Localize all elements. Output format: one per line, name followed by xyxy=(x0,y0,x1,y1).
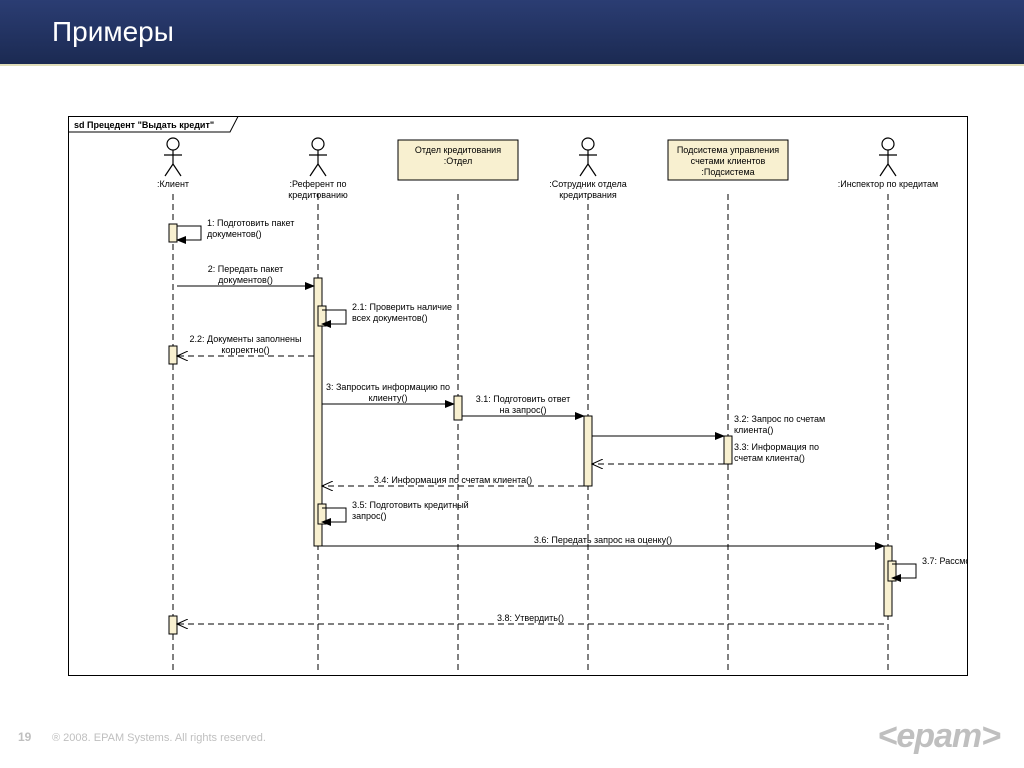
activation xyxy=(318,306,326,326)
svg-text:3.3: Информация по: 3.3: Информация по xyxy=(734,442,819,452)
svg-text:корректно(): корректно() xyxy=(221,345,269,355)
slide-title: Примеры xyxy=(52,16,174,48)
activation xyxy=(169,616,177,634)
svg-text:3.6: Передать запрос на оценку: 3.6: Передать запрос на оценку() xyxy=(534,535,672,545)
epam-logo: <epam> xyxy=(877,717,1000,756)
svg-text:2.2: Документы заполнены: 2.2: Документы заполнены xyxy=(190,334,302,344)
svg-text::Сотрудник отдела: :Сотрудник отдела xyxy=(549,179,627,189)
svg-text:документов(): документов() xyxy=(218,275,273,285)
activation xyxy=(724,436,732,464)
svg-text:счетами клиентов: счетами клиентов xyxy=(691,156,766,166)
svg-text::Подсистема: :Подсистема xyxy=(701,167,754,177)
svg-text::Отдел: :Отдел xyxy=(444,156,473,166)
svg-text:3.5: Подготовить кредитный: 3.5: Подготовить кредитный xyxy=(352,500,469,510)
svg-text:2: Передать пакет: 2: Передать пакет xyxy=(208,264,283,274)
svg-text:клиенту(): клиенту() xyxy=(368,393,407,403)
svg-text::Клиент: :Клиент xyxy=(157,179,189,189)
svg-text:на запрос(): на запрос() xyxy=(500,405,547,415)
svg-text:документов(): документов() xyxy=(207,229,262,239)
svg-text:3.8: Утвердить(): 3.8: Утвердить() xyxy=(497,613,564,623)
page-number: 19 xyxy=(18,730,31,744)
sequence-diagram: sd Прецедент "Выдать кредит" :Клиент :Рефе… xyxy=(68,116,968,676)
activation xyxy=(584,416,592,486)
svg-text:Отдел кредитования: Отдел кредитования xyxy=(415,145,501,155)
svg-text:3.4: Информация по счетам клие: 3.4: Информация по счетам клиента() xyxy=(374,475,532,485)
activation xyxy=(169,224,177,242)
activation xyxy=(318,504,326,524)
svg-text::Инспектор по кредитам: :Инспектор по кредитам xyxy=(838,179,939,189)
svg-text:1: Подготовить пакет: 1: Подготовить пакет xyxy=(207,218,294,228)
svg-text:3.1: Подготовить ответ: 3.1: Подготовить ответ xyxy=(476,394,571,404)
svg-text:3.2: Запрос по счетам: 3.2: Запрос по счетам xyxy=(734,414,825,424)
activation xyxy=(454,396,462,420)
slide: Примеры sd Прецедент "Выдать кредит" :Кли… xyxy=(0,0,1024,768)
svg-text:Подсистема управления: Подсистема управления xyxy=(677,145,779,155)
svg-text:клиента(): клиента() xyxy=(734,425,773,435)
svg-text:всех документов(): всех документов() xyxy=(352,313,428,323)
svg-text:sd Прецедент "Выдать кредит": sd Прецедент "Выдать кредит" xyxy=(74,120,214,130)
footer-text: ® 2008. EPAM Systems. All rights reserve… xyxy=(52,732,266,744)
activation xyxy=(169,346,177,364)
svg-text:счетам клиента(): счетам клиента() xyxy=(734,453,805,463)
svg-text::Референт по: :Референт по xyxy=(289,179,346,189)
title-band: Примеры xyxy=(0,0,1024,66)
diagram-svg: sd Прецедент "Выдать кредит" :Клиент :Рефе… xyxy=(68,116,968,676)
svg-text:запрос(): запрос() xyxy=(352,511,387,521)
svg-text:3.7: Рассмотреть запрос(): 3.7: Рассмотреть запрос() xyxy=(922,556,968,566)
svg-text:2.1: Проверить наличие: 2.1: Проверить наличие xyxy=(352,302,452,312)
svg-text:3: Запросить информацию по: 3: Запросить информацию по xyxy=(326,382,450,392)
